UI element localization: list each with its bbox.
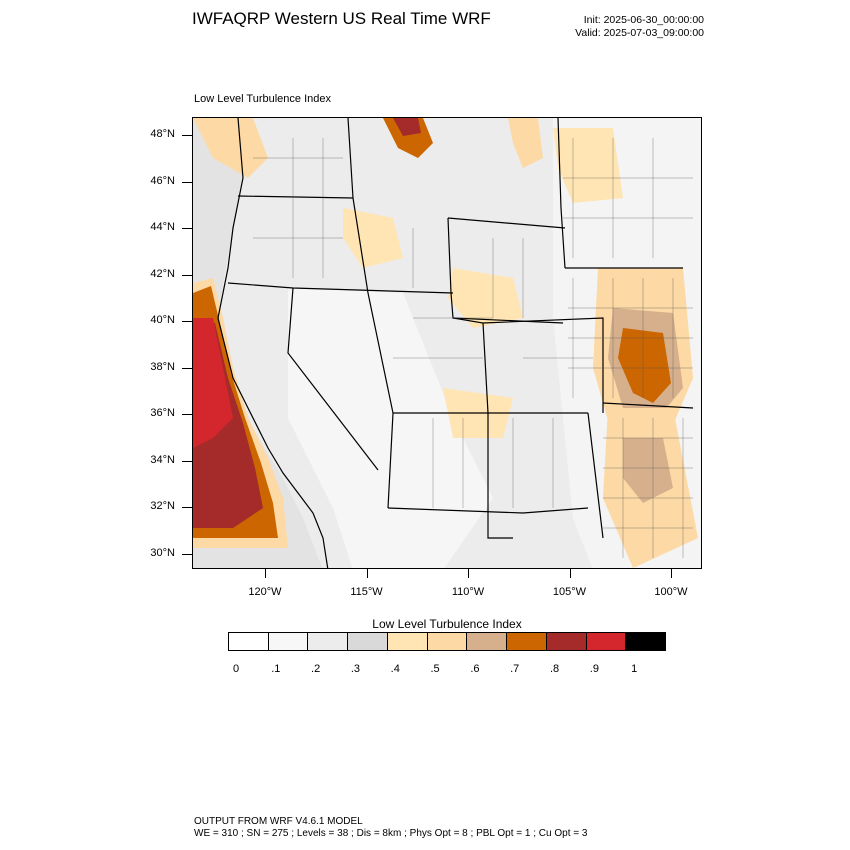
init-time: Init: 2025-06-30_00:00:00 xyxy=(583,14,704,26)
colorbar-label: .5 xyxy=(430,663,440,675)
longitude-label: 120°W xyxy=(248,586,282,598)
plot-title: IWFAQRP Western US Real Time WRF xyxy=(192,9,491,28)
colorbar-segment xyxy=(546,633,587,650)
longitude-label: 110°W xyxy=(451,586,485,598)
latitude-label: 40°N xyxy=(150,314,175,326)
longitude-label: 115°W xyxy=(350,586,383,598)
latitude-tick xyxy=(182,135,192,136)
colorbar-label: .2 xyxy=(311,663,321,675)
latitude-tick xyxy=(182,181,192,183)
county-lines xyxy=(253,138,693,558)
latitude-label: 48°N xyxy=(150,128,175,140)
wyoming-patch xyxy=(448,268,523,328)
colorbar-segment xyxy=(268,633,309,650)
colorbar-segment xyxy=(387,633,428,650)
colorbar-label: .9 xyxy=(589,663,599,675)
map-panel xyxy=(192,117,702,569)
coastline xyxy=(217,118,329,568)
colorbar-label: .6 xyxy=(470,663,480,675)
latitude-label: 46°N xyxy=(150,174,175,187)
montana-patch xyxy=(553,128,623,203)
model-info-line1: OUTPUT FROM WRF V4.6.1 MODEL xyxy=(194,816,363,827)
colorbar-label: .1 xyxy=(271,663,281,675)
colorbar-title: Low Level Turbulence Index xyxy=(372,617,522,631)
valid-time: Valid: 2025-07-03_09:00:00 xyxy=(575,27,704,39)
field-label: Low Level Turbulence Index xyxy=(194,93,331,105)
latitude-label: 34°N xyxy=(150,453,175,466)
latitude-label: 32°N xyxy=(150,500,175,512)
latitude-tick xyxy=(182,367,192,369)
colorbar-segment xyxy=(586,633,627,650)
run-times: Init: 2025-06-30_00:00:00 Valid: 2025-07… xyxy=(575,14,704,40)
latitude-tick xyxy=(182,228,192,229)
longitude-label: 100°W xyxy=(654,586,688,598)
model-info: OUTPUT FROM WRF V4.6.1 MODEL WE = 310 ; … xyxy=(194,816,587,840)
colorbar-label: .8 xyxy=(549,663,560,675)
idaho-patch xyxy=(343,208,403,268)
colorbar-segment xyxy=(308,633,349,650)
longitude-tick xyxy=(468,569,469,578)
colorbar-segment xyxy=(507,633,547,650)
latitude-tick xyxy=(182,553,192,555)
nw-patch xyxy=(193,118,268,178)
latitude-label: 38°N xyxy=(150,360,175,373)
plains-patch-orange xyxy=(618,328,671,403)
colorbar xyxy=(228,632,666,651)
north-patch-orange xyxy=(383,118,433,158)
texas-patch-tan xyxy=(623,438,673,503)
longitude-tick xyxy=(671,569,672,578)
latitude-tick xyxy=(182,460,192,462)
colorbar-segment xyxy=(348,633,388,650)
colorbar-label: 0 xyxy=(232,663,240,675)
longitude-tick xyxy=(265,569,266,578)
colorbar-label: .4 xyxy=(390,663,400,675)
latitude-tick xyxy=(182,321,192,322)
latitude-label: 36°N xyxy=(150,407,175,419)
latitude-tick xyxy=(182,274,192,276)
colorbar-segment xyxy=(229,633,269,650)
latitude-tick xyxy=(182,507,192,508)
north-patch-tan xyxy=(508,118,543,168)
basin-region xyxy=(288,288,493,568)
longitude-tick xyxy=(569,569,571,578)
colorbar-segment xyxy=(427,633,468,650)
latitude-label: 44°N xyxy=(150,221,175,233)
north-patch-brown xyxy=(393,118,421,136)
longitude-tick xyxy=(366,569,368,578)
colorbar-segment xyxy=(467,633,508,650)
latitude-tick xyxy=(182,414,192,415)
latitude-label: 42°N xyxy=(150,267,175,280)
latitude-label: 30°N xyxy=(150,546,175,559)
colorbar-label: .7 xyxy=(510,663,520,675)
colorbar-label: 1 xyxy=(631,663,638,675)
colorbar-label: .3 xyxy=(350,663,361,675)
offshore-band-red xyxy=(193,318,233,448)
model-info-line2: WE = 310 ; SN = 275 ; Levels = 38 ; Dis … xyxy=(194,828,588,839)
longitude-label: 105°W xyxy=(552,586,587,598)
colorbar-segment xyxy=(626,633,666,650)
map-svg xyxy=(193,118,701,568)
